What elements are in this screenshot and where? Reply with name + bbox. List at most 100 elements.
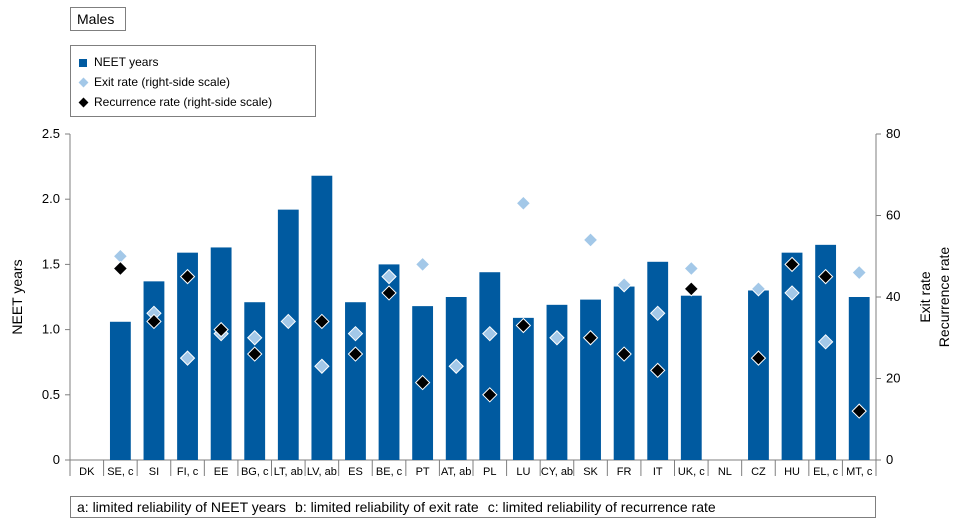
y-axis-title-left: NEET years	[9, 259, 25, 334]
bar-neet-years	[345, 302, 366, 460]
legend: NEET years Exit rate (right-side scale) …	[70, 45, 316, 117]
bar-neet-years	[244, 302, 266, 460]
x-tick-label: LV, ab	[307, 466, 337, 478]
legend-item-recurrence-rate: Recurrence rate (right-side scale)	[78, 92, 273, 112]
marker-recurrence-rate	[146, 313, 162, 330]
marker-recurrence-rate	[347, 346, 364, 362]
marker-exit-rate	[851, 264, 867, 281]
marker-exit-rate	[515, 195, 532, 211]
marker-exit-rate	[616, 277, 632, 293]
x-tick-label: PT	[416, 466, 430, 478]
footnote-b: b: limited reliability of exit rate	[295, 499, 479, 515]
y-tick-label-left: 1.5	[42, 256, 60, 271]
x-tick-label: DK	[79, 466, 95, 478]
bar-neet-years	[781, 252, 803, 460]
x-tick-label: LU	[516, 466, 530, 478]
footnote-a: a: limited reliability of NEET years	[77, 499, 287, 515]
x-tick-label: EL, c	[813, 466, 839, 478]
x-tick-label: CZ	[751, 466, 766, 478]
marker-recurrence-rate	[247, 346, 263, 362]
marker-recurrence-rate	[817, 268, 834, 285]
bar-neet-years	[815, 244, 837, 460]
marker-exit-rate	[448, 358, 464, 374]
marker-recurrence-rate	[582, 330, 599, 346]
footnotes: a: limited reliability of NEET years b: l…	[70, 496, 876, 518]
marker-recurrence-rate	[616, 346, 632, 362]
marker-recurrence-rate	[482, 387, 498, 403]
marker-exit-rate	[650, 305, 666, 322]
y-axis-title-right: Exit rate	[917, 271, 933, 323]
marker-recurrence-rate	[650, 362, 666, 379]
marker-recurrence-rate	[179, 268, 196, 285]
x-tick-label: LT, ab	[274, 466, 303, 478]
marker-recurrence-rate	[683, 281, 699, 297]
bar-neet-years	[143, 281, 165, 460]
marker-exit-rate	[784, 285, 800, 301]
marker-exit-rate	[549, 330, 565, 346]
marker-exit-rate	[381, 268, 397, 285]
x-tick-label: SK	[583, 466, 598, 478]
y-tick-label-right: 80	[886, 126, 900, 141]
legend-label: NEET years	[94, 55, 159, 69]
marker-recurrence-rate	[414, 374, 431, 391]
marker-exit-rate	[179, 350, 196, 366]
x-tick-label: EE	[214, 466, 229, 478]
marker-recurrence-rate	[112, 260, 129, 277]
bar-neet-years	[277, 209, 299, 460]
y-tick-label-left: 0.5	[42, 387, 60, 402]
bar-neet-years	[613, 286, 635, 460]
bar-neet-years	[580, 299, 601, 460]
bar-neet-years	[210, 247, 232, 460]
bar-neet-years	[378, 264, 400, 460]
bar-swatch-icon	[79, 58, 87, 67]
x-tick-label: NL	[718, 466, 732, 478]
marker-exit-rate	[414, 256, 431, 273]
x-tick-label: MT, c	[846, 466, 873, 478]
marker-recurrence-rate	[213, 321, 229, 338]
y-tick-label-right: 40	[886, 289, 900, 304]
panel-title: Males	[70, 7, 126, 31]
bar-neet-years	[512, 317, 534, 460]
marker-exit-rate	[280, 313, 296, 330]
x-tick-label: AT, ab	[441, 466, 471, 478]
bar-neet-years	[848, 297, 870, 460]
marker-exit-rate	[314, 358, 330, 374]
marker-recurrence-rate	[851, 403, 867, 419]
x-tick-label: ES	[348, 466, 363, 478]
x-tick-label: UK, c	[678, 466, 705, 478]
marker-recurrence-rate	[750, 350, 767, 366]
legend-label: Recurrence rate (right-side scale)	[94, 95, 273, 109]
bar-neet-years	[109, 321, 131, 460]
footnote-c: c: limited reliability of recurrence rat…	[487, 499, 716, 515]
y-tick-label-left: 2.5	[42, 126, 60, 141]
bar-neet-years	[445, 297, 467, 460]
y-tick-label-right: 0	[886, 452, 893, 467]
legend-label: Exit rate (right-side scale)	[94, 75, 231, 89]
y-tick-label-left: 2.0	[42, 191, 60, 206]
y-tick-label-left: 0	[53, 452, 60, 467]
legend-item-exit-rate: Exit rate (right-side scale)	[78, 72, 231, 92]
bar-neet-years	[680, 295, 702, 460]
marker-recurrence-rate	[784, 256, 800, 273]
marker-exit-rate	[347, 325, 364, 342]
bar-neet-years	[748, 290, 769, 460]
x-tick-label: PL	[483, 466, 496, 478]
x-tick-label: CY, ab	[541, 466, 573, 478]
marker-recurrence-rate	[381, 285, 397, 301]
marker-exit-rate	[247, 330, 263, 346]
marker-exit-rate	[750, 281, 767, 297]
y-tick-label-right: 20	[886, 371, 900, 386]
y-tick-label-right: 60	[886, 208, 900, 223]
bar-neet-years	[546, 304, 568, 460]
x-tick-label: FI, c	[177, 466, 199, 478]
legend-item-neet-years: NEET years	[79, 52, 158, 72]
y-axis-title-right: Recurrence rate	[936, 247, 952, 348]
x-tick-label: FR	[617, 466, 632, 478]
x-tick-label: IT	[653, 466, 663, 478]
marker-exit-rate	[482, 325, 498, 342]
bar-neet-years	[479, 272, 501, 460]
marker-exit-rate	[683, 260, 699, 277]
y-tick-label-left: 1.0	[42, 322, 60, 337]
